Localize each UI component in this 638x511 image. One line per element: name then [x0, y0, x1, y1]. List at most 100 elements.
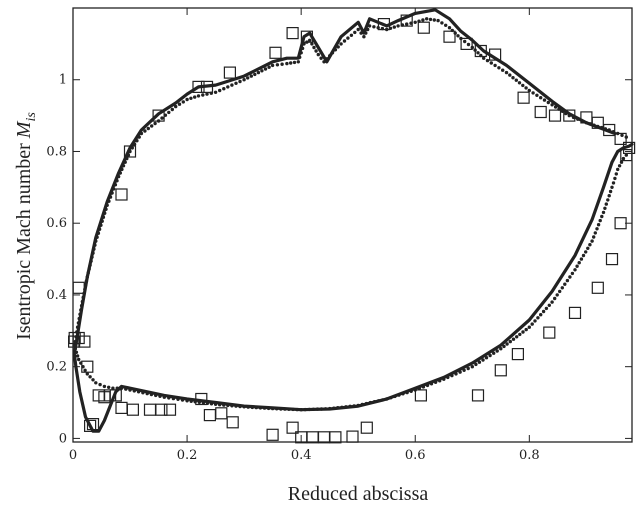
- dotted-series-dot: [130, 146, 134, 150]
- dotted-series-dot: [115, 386, 119, 390]
- square-marker: [192, 80, 205, 94]
- y-axis-label-text: Isentropic Mach number: [13, 138, 35, 340]
- dotted-series-dot: [590, 239, 594, 243]
- dotted-series-dot: [185, 97, 189, 102]
- dotted-series-dot: [376, 399, 381, 403]
- dotted-series-dot: [167, 396, 171, 400]
- dotted-series-dot: [77, 316, 81, 321]
- square-marker: [226, 416, 239, 429]
- dotted-series-dot: [118, 171, 123, 175]
- dotted-series-dot: [564, 111, 568, 116]
- square-marker: [152, 109, 165, 122]
- dotted-series-dot: [289, 61, 293, 65]
- y-tick-label: 0.2: [46, 360, 67, 375]
- square-marker: [591, 281, 604, 294]
- dotted-series-dot: [181, 100, 185, 104]
- square-markers: [67, 14, 636, 444]
- dotted-series-dot: [88, 263, 92, 267]
- dotted-series-dot: [488, 353, 492, 358]
- dotted-series-dot: [531, 91, 535, 95]
- dotted-series-dot: [521, 83, 525, 88]
- square-marker: [543, 326, 556, 339]
- dotted-series-dot: [462, 368, 466, 372]
- square-marker: [377, 18, 390, 31]
- dotted-series-dot: [436, 18, 440, 23]
- square-marker: [300, 30, 313, 43]
- dotted-series-dot: [226, 85, 230, 89]
- dotted-series-dot: [280, 62, 284, 66]
- dotted-series-dot: [158, 394, 162, 398]
- dotted-series-dot: [234, 81, 238, 86]
- dotted-series-dot: [405, 390, 409, 395]
- square-marker: [163, 403, 177, 416]
- dotted-series-dot: [328, 54, 332, 58]
- dotted-series-dot: [366, 27, 370, 32]
- dotted-series-dot: [385, 397, 389, 401]
- square-marker: [460, 37, 473, 51]
- dotted-series-dot: [176, 397, 180, 401]
- dotted-series-dot: [121, 164, 126, 168]
- dotted-series-dot: [624, 153, 628, 157]
- dotted-series-dot: [132, 142, 137, 146]
- dotted-series-dot: [611, 181, 616, 185]
- dotted-series-dot: [607, 128, 611, 132]
- dotted-series-dot: [364, 31, 368, 35]
- dotted-series-dot: [456, 34, 460, 38]
- dotted-series-dot: [381, 398, 385, 402]
- square-marker: [443, 30, 456, 43]
- dotted-series-dot: [79, 304, 84, 308]
- axes-layer: [72, 7, 633, 443]
- dotted-series-dot: [586, 246, 590, 250]
- dotted-series-dot: [270, 63, 275, 68]
- dotted-series-dot: [110, 191, 114, 195]
- dotted-series-dot: [275, 407, 279, 411]
- dotted-series-dot: [73, 339, 78, 344]
- dotted-series-dot: [298, 55, 302, 59]
- dotted-series-dot: [312, 45, 316, 50]
- dotted-series-dot: [588, 243, 592, 247]
- dotted-series-dot: [603, 127, 608, 131]
- dotted-series-dot: [323, 407, 328, 411]
- dotted-series-dot: [234, 404, 238, 408]
- dotted-series-dot: [126, 153, 131, 157]
- dotted-series-dot: [333, 48, 338, 52]
- dotted-series-dot: [364, 401, 369, 406]
- dotted-series-dot: [579, 257, 584, 261]
- dotted-series-dot: [492, 351, 496, 355]
- square-marker: [155, 403, 168, 416]
- dotted-series-dot: [146, 126, 150, 131]
- dotted-series-dot: [167, 110, 171, 115]
- dotted-series-dot: [614, 172, 618, 176]
- dotted-series-dot: [563, 282, 567, 286]
- dotted-series-dot: [592, 235, 596, 239]
- square-marker: [115, 188, 128, 201]
- square-marker: [474, 44, 487, 58]
- dotted-series-dot: [421, 385, 426, 389]
- square-marker: [603, 123, 616, 137]
- dotted-series-dot: [85, 372, 90, 376]
- dotted-series-dot: [201, 401, 206, 405]
- dotted-series-dot: [432, 18, 436, 22]
- square-marker: [591, 116, 604, 129]
- square-marker: [123, 145, 137, 158]
- dotted-series-dot: [249, 74, 253, 78]
- dotted-series-dot: [596, 124, 600, 129]
- dotted-series-dot: [527, 88, 531, 93]
- square-marker: [92, 389, 105, 402]
- dotted-series-dot: [346, 36, 350, 40]
- dotted-series-dot: [307, 407, 311, 412]
- dotted-series-dot: [180, 398, 185, 402]
- dotted-series-dot: [328, 406, 332, 411]
- dotted-series-dot: [596, 223, 601, 227]
- dotted-series-dot: [74, 350, 79, 354]
- x-tick-label: 0.8: [519, 448, 540, 463]
- square-marker: [534, 105, 547, 119]
- square-marker: [203, 409, 216, 422]
- dotted-series-dot: [270, 406, 275, 411]
- dotted-series-dot: [250, 405, 254, 410]
- dotted-series-dot: [565, 278, 570, 283]
- dotted-series-dot: [275, 63, 280, 67]
- y-tick-label: 0.6: [46, 216, 67, 231]
- dotted-series-dot: [325, 57, 329, 61]
- dotted-series-dot: [474, 362, 478, 367]
